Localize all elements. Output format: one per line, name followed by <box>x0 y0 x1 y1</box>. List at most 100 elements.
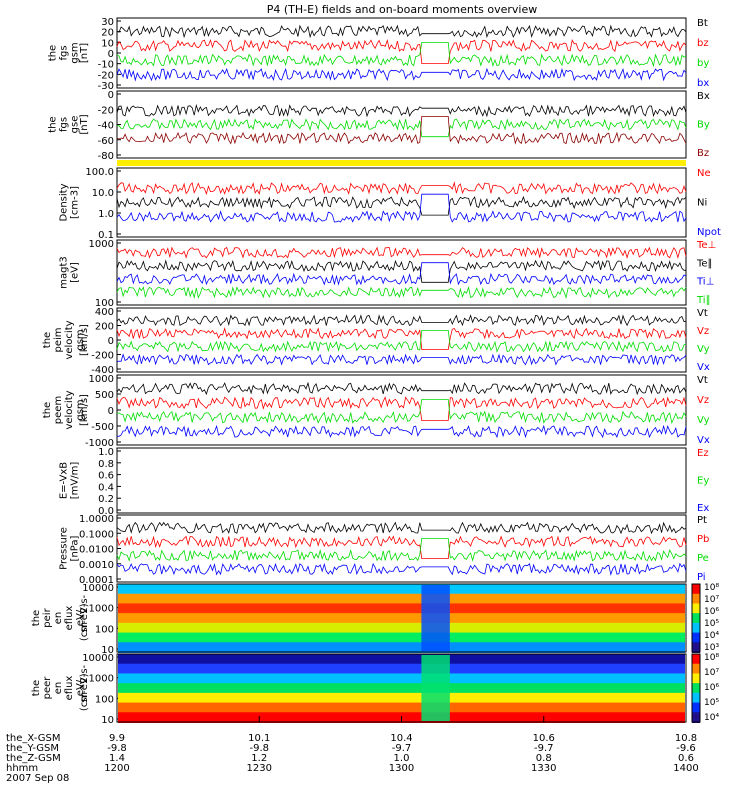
ytick-label: 20 <box>101 28 114 39</box>
colorbar-label: 10⁶ <box>704 607 719 617</box>
series-Vt <box>116 381 687 396</box>
colorbar-segment <box>692 603 700 615</box>
legend-Bt: Bt <box>697 18 708 29</box>
colorbar-label: 10⁵ <box>704 698 719 708</box>
legend-Vy: Vy <box>697 415 710 426</box>
time-axis-block: the_X-GSM 9.9 10.1 10.4 10.6 10.8 the_Y-GSM -9.… <box>6 716 699 784</box>
ylabel-line: [nT] <box>79 114 90 134</box>
series-Pe <box>116 538 687 562</box>
ytick-label: 1000 <box>89 674 114 685</box>
spectrogram-band <box>118 692 685 704</box>
orbit-row-value: 1400 <box>673 763 698 774</box>
ylabel-line: fgs <box>59 117 70 132</box>
ylabel-line: eflux <box>64 676 75 701</box>
legend-Ex: Ex <box>697 503 709 514</box>
ylabel-line: [km/s] <box>79 324 90 356</box>
panel-frame <box>116 447 687 514</box>
legend-Vx: Vx <box>697 362 710 373</box>
spectrogram-event <box>421 585 450 651</box>
ylabel-line: gsm <box>75 329 86 350</box>
orbit-row-value: 1330 <box>531 763 556 774</box>
colorbar-segment <box>692 673 700 685</box>
colorbar-segment <box>692 632 700 644</box>
colorbar-label: 10⁷ <box>704 595 719 605</box>
colorbar-segment <box>692 692 700 704</box>
ylabel-line: E=-VxB <box>59 462 70 499</box>
ytick-label: 100.0 <box>85 167 114 178</box>
ytick-label: -80 <box>98 151 114 162</box>
colorbar-segment <box>692 613 700 624</box>
legend-Vt: Vt <box>697 375 708 386</box>
orbit-row-value: 1200 <box>104 763 129 774</box>
series-Vt <box>116 314 687 327</box>
ylabel-line: gsm <box>70 42 81 63</box>
orbit-row-value: 10.4 <box>390 733 412 744</box>
orbit-row-label: the_Z-GSM <box>6 753 61 764</box>
ytick-label: -40 <box>98 121 114 132</box>
colorbar-label: 10⁶ <box>704 683 719 693</box>
ytick-label: 0.0001 <box>79 575 114 586</box>
ylabel-line: [nT] <box>79 43 90 63</box>
series-Npot <box>116 193 687 223</box>
spectrogram-band <box>118 663 685 675</box>
ytick-label: 1.0 <box>98 447 114 458</box>
series-Ne <box>116 181 687 196</box>
ytick-label: -10 <box>98 60 114 71</box>
colorbar-label: 10⁵ <box>704 619 719 629</box>
ylabel-line: the <box>31 610 42 626</box>
series-Bt <box>116 24 687 39</box>
legend-Npot: Npot <box>697 227 721 238</box>
legend-Vt: Vt <box>697 308 708 319</box>
legend-bx: bx <box>697 78 709 89</box>
series-Vz <box>116 396 687 422</box>
ytick-label: 10 <box>101 38 114 49</box>
orbit-row-value: -9.8 <box>249 743 269 754</box>
ylabel-line: eV/ <box>75 679 86 696</box>
panel-3: 100.0 10.0 1.0 0.1 Density [cm-3] Ne Ni Npot <box>59 167 721 241</box>
date-label: 2007 Sep 08 <box>6 773 69 784</box>
ylabel-line: sr-eV) <box>79 673 90 702</box>
ylabel-line: fgs <box>59 45 70 60</box>
ylabel-line: the <box>42 402 53 418</box>
legend-Pt: Pt <box>697 515 707 526</box>
orbit-row-value: -9.7 <box>392 743 412 754</box>
colorbar-frame <box>691 583 701 653</box>
legend-Te⊥: Te⊥ <box>696 240 716 251</box>
colorbar-label: 10⁷ <box>704 668 719 678</box>
spectrogram-band <box>118 632 685 644</box>
ytick-label: 200 <box>95 322 114 333</box>
spectrogram-event <box>421 655 450 721</box>
colorbar-segment <box>692 683 700 694</box>
ylabel-line: (cm^2-s- <box>79 594 90 641</box>
ylabel-line: the <box>48 45 59 61</box>
ytick-label: 0 <box>108 90 114 101</box>
colorbar-segment <box>692 654 700 665</box>
orbit-row-value: 0.6 <box>678 753 694 764</box>
colorbar-label: 10⁴ <box>704 713 719 723</box>
orbit-row-value: 1.0 <box>394 753 410 764</box>
ytick-label: 0.1 <box>98 230 114 241</box>
legend-by: by <box>697 58 709 69</box>
legend-Ne: Ne <box>697 168 711 179</box>
panel-frame <box>116 583 687 653</box>
panel-4: 1000 100 magt3 [eV] Te⊥ Te∥ Ti⊥ Ti∥ <box>59 239 717 309</box>
spectrogram-band <box>118 593 685 605</box>
series-Bz <box>116 116 687 145</box>
ytick-label: 100 <box>95 694 114 705</box>
spectrogram-band <box>118 613 685 624</box>
ytick-label: -20 <box>98 70 114 81</box>
ylabel-line: peir <box>42 607 53 627</box>
ylabel-line: [nPa] <box>70 535 81 561</box>
panel-frame <box>116 167 687 238</box>
series-Vx <box>116 424 687 439</box>
ylabel-line: peim <box>53 327 64 352</box>
colorbar-label: 10³ <box>704 643 719 653</box>
colorbar-segment <box>692 642 700 653</box>
ytick-label: 0.0100 <box>79 545 114 556</box>
legend-Ni: Ni <box>697 198 707 209</box>
ytick-label: 1.0000 <box>79 514 114 525</box>
legend-Pi: Pi <box>697 572 706 583</box>
